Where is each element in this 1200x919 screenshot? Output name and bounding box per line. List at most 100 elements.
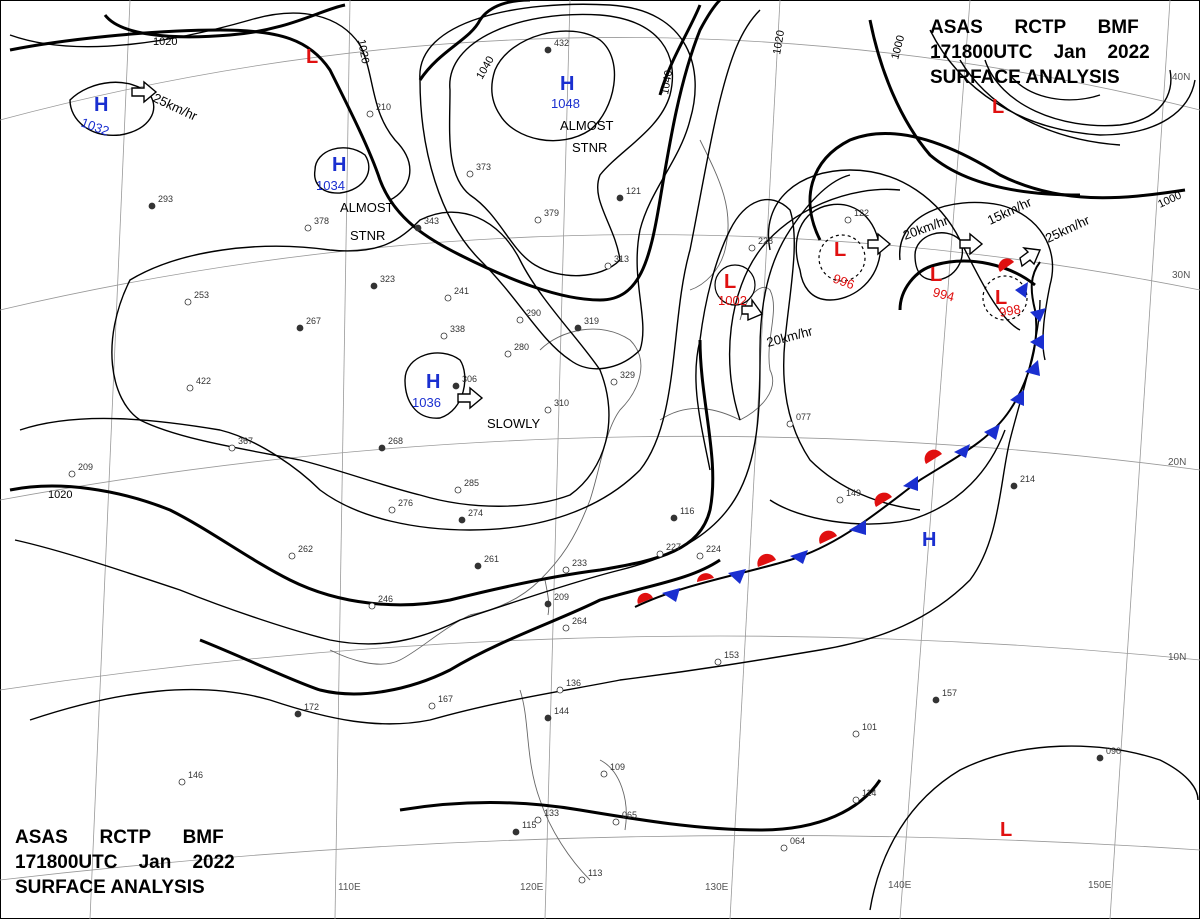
lon-label: 140E [888, 880, 912, 891]
analysis-month: Jan [1053, 42, 1087, 63]
station-circle [786, 420, 794, 428]
motion-label: ALMOST [340, 200, 394, 215]
station-pressure: 109 [610, 762, 625, 772]
station-circle [562, 624, 570, 632]
high-pressure: 1036 [412, 395, 441, 410]
low-circle-996 [818, 234, 866, 282]
isobar-label: 1020 [48, 489, 72, 501]
station-circle [440, 332, 448, 340]
agency-name: ASAS [15, 827, 68, 848]
station-pressure: 167 [438, 694, 453, 704]
station-pressure: 064 [790, 836, 805, 846]
motion-label: 20km/hr [765, 323, 815, 350]
station-pressure: 114 [862, 788, 876, 798]
chart-title: SURFACE ANALYSIS [15, 877, 205, 898]
analysis-time: 171800UTC [930, 42, 1033, 63]
station-pressure: 144 [554, 706, 569, 716]
high-centers: H 1032 H 1034 H 1048 H 1036 H [79, 73, 936, 551]
station-pressure: 432 [554, 38, 569, 48]
station-circle [388, 506, 396, 514]
lat-label: 20N [1168, 457, 1186, 468]
station-pressure: 261 [484, 554, 499, 564]
station-pressure: 121 [626, 186, 641, 196]
station-pressure: 153 [724, 650, 739, 660]
station-pressure: 338 [450, 324, 465, 334]
station-circle [186, 384, 194, 392]
isobar-label: 1040 [659, 69, 675, 95]
high-symbol: H [94, 94, 108, 116]
high-pressure: 1034 [316, 178, 345, 193]
station-pressure: 253 [194, 290, 209, 300]
chart-header-bottom: ASAS RCTP BMF 171800UTC Jan 2022 SURFACE… [15, 825, 235, 900]
isobar-label: 1020 [153, 36, 177, 48]
station-pressure: 329 [620, 370, 635, 380]
low-symbol: L [1000, 819, 1012, 841]
station-circle [656, 550, 664, 558]
station-circle [556, 686, 564, 694]
station-pressure: 293 [158, 194, 173, 204]
motion-label: 25km/hr [1043, 212, 1093, 246]
station-code: RCTP [99, 827, 151, 848]
high-symbol: H [922, 529, 936, 551]
lat-label: 30N [1172, 270, 1190, 281]
station-circle [304, 224, 312, 232]
station-pressure: 306 [462, 374, 477, 384]
agency-name: ASAS [930, 17, 983, 38]
analysis-time: 171800UTC [15, 852, 118, 873]
low-pressure: 996 [831, 271, 857, 293]
station-circle [178, 778, 186, 786]
lon-label: 110E [338, 882, 361, 893]
station-pressure: 101 [862, 722, 877, 732]
station-circle [612, 818, 620, 826]
high-pressure: 1032 [79, 115, 111, 139]
station-circle [844, 216, 852, 224]
station-pressure: 373 [476, 162, 491, 172]
station-pressure: 116 [680, 506, 694, 516]
station-pressure: 077 [796, 412, 811, 422]
station-circle [370, 282, 378, 290]
low-pressure: 998 [998, 301, 1022, 320]
motion-arrows [131, 80, 1042, 410]
agency-line: ASAS RCTP BMF [930, 15, 1150, 40]
station-circle [458, 516, 466, 524]
isobars-thick [9, 0, 1186, 832]
station-pressure: 267 [306, 316, 321, 326]
station-circle [466, 170, 474, 178]
station-pressure: 233 [572, 558, 587, 568]
station-circle [604, 262, 612, 270]
station-pressure: 146 [188, 770, 203, 780]
station-pressure: 210 [376, 102, 391, 112]
station-circle [454, 486, 462, 494]
station-pressure: 268 [388, 436, 403, 446]
low-centers: L 996 L 1002 L 994 L 998 L L L [306, 46, 1022, 841]
high-symbol: H [560, 73, 574, 95]
station-pressure: 227 [666, 542, 681, 552]
stationary-front [634, 258, 1046, 608]
lat-label: 40N [1172, 72, 1190, 83]
station-pressure: 228 [758, 236, 773, 246]
station-circle [296, 324, 304, 332]
low-symbol: L [930, 264, 942, 286]
station-circle [670, 514, 678, 522]
station-pressure: 136 [566, 678, 581, 688]
station-pressure: 172 [304, 702, 319, 712]
station-circle [474, 562, 482, 570]
station-circle [368, 602, 376, 610]
product-code: BMF [1097, 17, 1139, 38]
station-circle [610, 378, 618, 386]
low-symbol: L [306, 46, 318, 68]
station-circle [428, 702, 436, 710]
station-pressure: 319 [584, 316, 599, 326]
station-pressure: 274 [468, 508, 483, 518]
chart-title: SURFACE ANALYSIS [930, 67, 1120, 88]
motion-label: STNR [350, 228, 385, 243]
station-pressure: 149 [846, 488, 861, 498]
station-pressure: 343 [424, 216, 439, 226]
motion-label: STNR [572, 140, 607, 155]
low-circle-1002 [714, 264, 756, 306]
station-pressure: 115 [522, 820, 536, 830]
coastlines [329, 139, 774, 881]
station-pressure: 276 [398, 498, 413, 508]
station-pressure: 262 [298, 544, 313, 554]
